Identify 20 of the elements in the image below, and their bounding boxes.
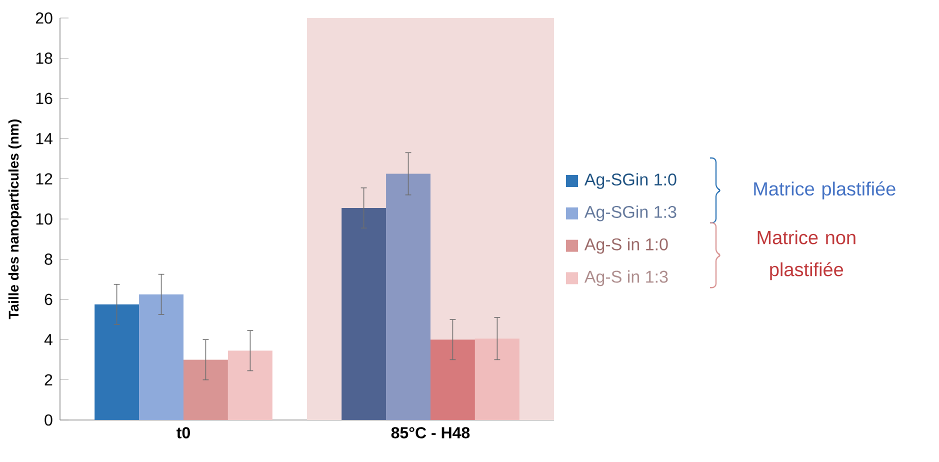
legend-label: Ag-SGin 1:3 — [584, 205, 676, 222]
legend-label: Ag-S in 1:3 — [584, 270, 668, 286]
y-tick-label: 14 — [36, 133, 52, 144]
y-tick-label: 8 — [44, 254, 52, 265]
y-tick-label: 20 — [36, 12, 52, 24]
y-tick-label: 6 — [44, 294, 52, 306]
y-tick-label: 16 — [36, 92, 52, 104]
text: Matrice non plastifiée — [758, 230, 856, 280]
legend-label: Ag-SGin 1:0 — [584, 173, 676, 189]
y-tick-label: 2 — [44, 374, 52, 386]
legend-label: Ag-S in 1:0 — [584, 238, 668, 254]
y-tick-label: 0 — [44, 414, 52, 426]
y-tick-label: 10 — [36, 213, 52, 225]
y-tick-label: 12 — [36, 173, 52, 184]
x-tick-label: 85°C - H48 — [391, 427, 470, 438]
y-axis-title: Taille des nanoparticules (nm) — [8, 119, 22, 320]
text: Matrice plastifiée — [754, 181, 896, 200]
y-tick-label: 4 — [44, 334, 52, 346]
x-tick-label: t0 — [176, 427, 190, 438]
y-tick-label: 18 — [36, 52, 52, 64]
